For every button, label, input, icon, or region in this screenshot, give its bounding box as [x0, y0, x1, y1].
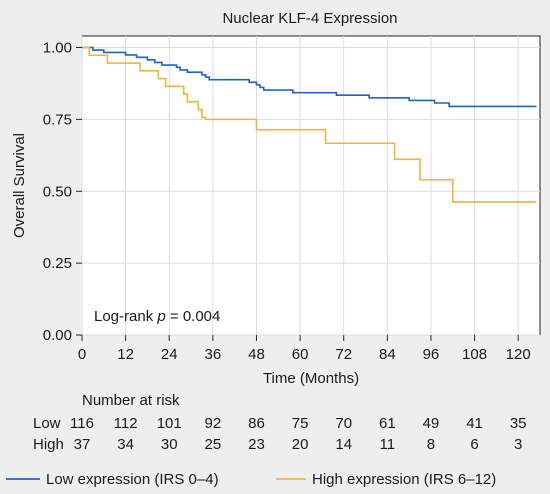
risk-row-label: High [33, 436, 64, 453]
x-tick-label: 24 [161, 346, 178, 363]
y-tick-label: 0.50 [43, 183, 72, 200]
risk-cell: 34 [117, 436, 134, 453]
y-axis-title: Overall Survival [11, 133, 28, 238]
logrank-p: p [156, 308, 165, 325]
risk-cell: 25 [205, 436, 222, 453]
x-tick-label: 96 [423, 346, 440, 363]
risk-cell: 35 [510, 415, 527, 432]
risk-table-title: Number at risk [82, 392, 180, 409]
risk-cell: 6 [470, 436, 478, 453]
x-tick-label: 12 [117, 346, 134, 363]
axes: 0 12 24 36 48 60 72 84 96 108 120 0.00 0.25 0.50 0.75 1… [43, 40, 531, 364]
risk-cell: 3 [514, 436, 522, 453]
risk-cell: 8 [427, 436, 435, 453]
risk-cell: 20 [292, 436, 309, 453]
risk-cell: 86 [248, 415, 265, 432]
risk-cell: 49 [423, 415, 440, 432]
risk-cell: 70 [335, 415, 352, 432]
logrank-value: = 0.004 [166, 308, 221, 325]
plot-area [81, 35, 541, 336]
logrank-prefix: Log-rank [94, 308, 157, 325]
grid [81, 36, 540, 336]
risk-cell: 23 [248, 436, 265, 453]
risk-cell: 61 [379, 415, 396, 432]
survival-curve-high [82, 46, 537, 203]
legend-label: High expression (IRS 6–12) [312, 471, 496, 488]
y-tick-label: 0.00 [43, 327, 72, 344]
logrank-annotation: Log-rank p = 0.004 [94, 308, 220, 325]
risk-row-label: Low [33, 415, 61, 432]
x-tick-label: 72 [335, 346, 352, 363]
x-tick-label: 36 [205, 346, 222, 363]
y-tick-label: 0.25 [43, 255, 72, 272]
risk-cell: 30 [161, 436, 178, 453]
risk-cell: 116 [70, 415, 94, 432]
survival-curve-low [82, 46, 537, 108]
y-tick-label: 0.75 [43, 111, 72, 128]
x-axis-title: Time (Months) [263, 370, 359, 387]
x-tick-label: 48 [248, 346, 265, 363]
x-tick-label: 84 [379, 346, 396, 363]
x-tick-label: 120 [506, 346, 531, 363]
risk-cell: 37 [74, 436, 91, 453]
legend-label: Low expression (IRS 0–4) [46, 471, 219, 488]
risk-cell: 11 [380, 436, 396, 453]
y-tick-label: 1.00 [43, 40, 72, 57]
legend: Low expression (IRS 0–4) High expression … [6, 471, 496, 488]
risk-cell: 92 [205, 415, 222, 432]
risk-cell: 112 [114, 415, 138, 432]
x-tick-label: 60 [292, 346, 309, 363]
risk-cell: 101 [157, 415, 182, 432]
risk-cell: 41 [466, 415, 483, 432]
x-tick-label: 0 [78, 346, 86, 363]
risk-cell: 14 [335, 436, 352, 453]
series [82, 46, 537, 203]
risk-cell: 75 [292, 415, 309, 432]
chart-title: Nuclear KLF-4 Expression [222, 10, 397, 27]
x-tick-label: 108 [462, 346, 487, 363]
